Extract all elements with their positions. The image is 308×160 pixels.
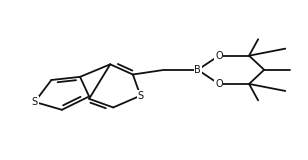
Text: S: S: [32, 97, 38, 107]
Text: S: S: [137, 91, 144, 101]
Text: O: O: [215, 79, 223, 89]
Text: O: O: [215, 51, 223, 61]
Text: B: B: [194, 65, 201, 75]
